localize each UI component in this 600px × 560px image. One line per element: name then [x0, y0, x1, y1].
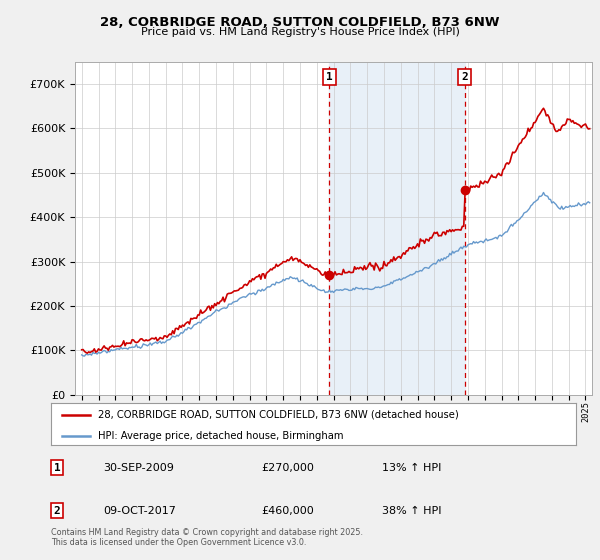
- Text: HPI: Average price, detached house, Birmingham: HPI: Average price, detached house, Birm…: [98, 431, 344, 441]
- Text: 38% ↑ HPI: 38% ↑ HPI: [382, 506, 441, 516]
- Bar: [329, 62, 464, 395]
- Text: 1: 1: [53, 463, 61, 473]
- Text: Contains HM Land Registry data © Crown copyright and database right 2025.
This d: Contains HM Land Registry data © Crown c…: [51, 528, 363, 547]
- Text: 30-SEP-2009: 30-SEP-2009: [104, 463, 175, 473]
- Text: 28, CORBRIDGE ROAD, SUTTON COLDFIELD, B73 6NW (detached house): 28, CORBRIDGE ROAD, SUTTON COLDFIELD, B7…: [98, 409, 459, 419]
- Text: Price paid vs. HM Land Registry's House Price Index (HPI): Price paid vs. HM Land Registry's House …: [140, 27, 460, 37]
- Text: 2: 2: [461, 72, 468, 82]
- Text: 28, CORBRIDGE ROAD, SUTTON COLDFIELD, B73 6NW: 28, CORBRIDGE ROAD, SUTTON COLDFIELD, B7…: [100, 16, 500, 29]
- Text: £270,000: £270,000: [261, 463, 314, 473]
- Text: £460,000: £460,000: [261, 506, 314, 516]
- Text: 1: 1: [326, 72, 333, 82]
- Text: 09-OCT-2017: 09-OCT-2017: [104, 506, 176, 516]
- Text: 13% ↑ HPI: 13% ↑ HPI: [382, 463, 441, 473]
- Text: 2: 2: [53, 506, 61, 516]
